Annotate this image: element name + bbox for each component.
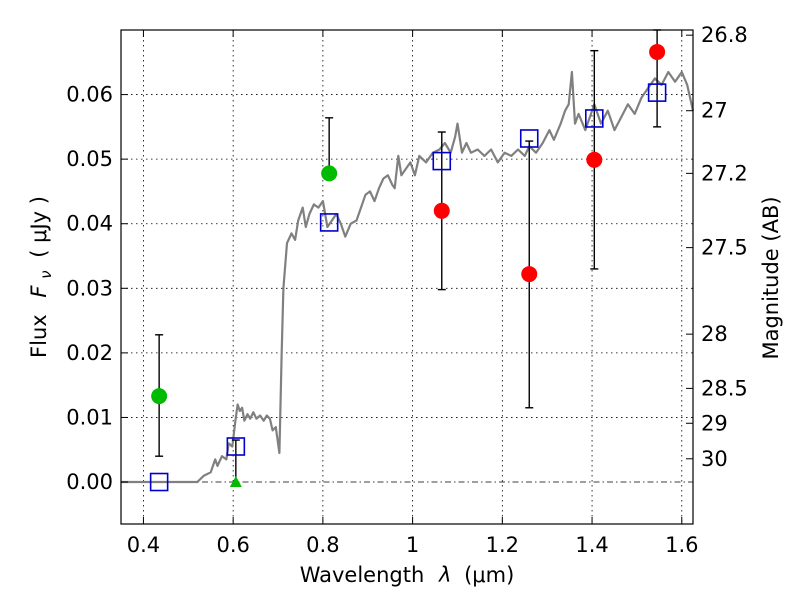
- magnitude-tick-label: 27: [701, 99, 728, 123]
- y-tick-label: 0.05: [66, 147, 113, 171]
- x-tick-label: 0.4: [127, 533, 160, 557]
- model-photometry-square: [226, 437, 246, 456]
- x-axis-label-symbol: λ: [438, 563, 451, 587]
- magnitude-tick-label: 26.8: [701, 23, 748, 47]
- y-tick-labels: 0.00 0.01 0.02 0.03 0.04 0.05 0.06: [66, 83, 113, 494]
- y-tick-label: 0.01: [66, 405, 113, 429]
- x-tick-labels: 0.4 0.6 0.8 1 1.2 1.4 1.6: [127, 533, 699, 557]
- x-tick-label: 0.8: [306, 533, 339, 557]
- y-tick-label: 0.04: [66, 212, 113, 236]
- magnitude-tick-label: 28.5: [701, 376, 748, 400]
- model-photometry-square: [432, 151, 452, 171]
- model-spectrum-line: [121, 70, 695, 484]
- grid-lines: [121, 30, 693, 524]
- observed-photometry-markers: [151, 43, 666, 488]
- error-bars: [155, 29, 662, 486]
- magnitude-tick-label: 29: [701, 411, 728, 435]
- model-photometry-square: [319, 213, 339, 232]
- plot-frame: [120, 29, 694, 525]
- x-tick-label: 0.6: [216, 533, 249, 557]
- magnitude-tick-label: 27.5: [701, 236, 748, 260]
- optical-upper-limit-triangle: [229, 476, 242, 488]
- optical-photometry-point: [321, 165, 338, 182]
- magnitude-tick-labels: 26.8 27 27.2 27.5 28 28.5 29 30: [701, 23, 748, 471]
- y-tick-label: 0.06: [66, 83, 113, 107]
- magnitude-tick-label: 30: [701, 447, 728, 471]
- x-tick-label: 1.4: [575, 533, 608, 557]
- y-tick-label: 0.00: [66, 470, 113, 494]
- model-spectrum: [121, 70, 695, 484]
- x-axis-label-prefix: Wavelength: [300, 563, 425, 587]
- model-photometry-markers: [149, 83, 667, 492]
- magnitude-axis-label: Magnitude (AB): [759, 196, 783, 359]
- x-tick-label: 1: [406, 533, 419, 557]
- model-photometry-square: [585, 109, 604, 128]
- magnitude-tick-label: 28: [701, 322, 728, 346]
- y-axis-label-symbol: F: [27, 285, 51, 298]
- nir-photometry-point: [649, 43, 666, 60]
- y-tick-label: 0.03: [66, 276, 113, 300]
- optical-photometry-point: [151, 388, 168, 405]
- x-tick-label: 1.2: [486, 533, 519, 557]
- y-axis-label-prefix: Flux: [27, 314, 51, 358]
- y-axis-label: Flux F ν ( μJy ): [27, 196, 56, 358]
- x-axis-label-unit: (μm): [464, 563, 514, 587]
- y-axis-label-subscript: ν: [37, 270, 55, 278]
- y-axis-label-unit: ( μJy ): [27, 196, 51, 258]
- nir-photometry-point: [521, 266, 538, 283]
- x-axis-label: Wavelength λ (μm): [300, 563, 515, 587]
- nir-photometry-point: [586, 151, 603, 168]
- nir-photometry-point: [433, 202, 450, 219]
- model-photometry-square: [519, 129, 539, 148]
- x-tick-label: 1.6: [665, 533, 698, 557]
- magnitude-tick-label: 27.2: [701, 161, 748, 185]
- axis-ticks: [121, 30, 693, 524]
- y-tick-label: 0.02: [66, 341, 113, 365]
- model-photometry-square: [647, 83, 667, 102]
- model-photometry-square: [149, 472, 169, 492]
